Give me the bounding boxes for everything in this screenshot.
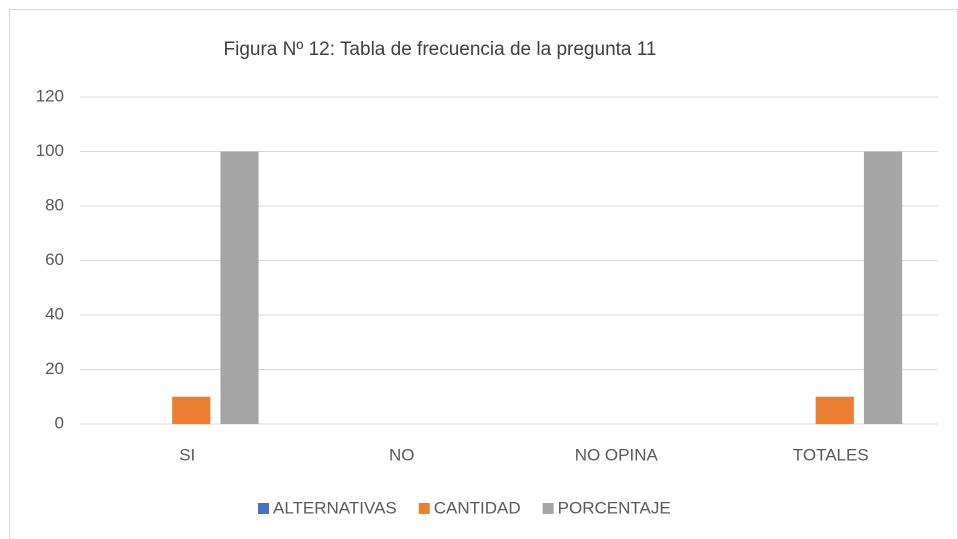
legend-label: ALTERNATIVAS	[273, 498, 397, 517]
x-tick-label: NO OPINA	[575, 445, 659, 464]
y-tick-label: 100	[36, 141, 64, 160]
bar	[220, 151, 259, 424]
legend-swatch	[258, 503, 269, 514]
bar	[863, 151, 903, 424]
y-tick-label: 60	[45, 250, 64, 269]
x-tick-label: SI	[179, 445, 195, 464]
y-tick-label: 80	[45, 195, 64, 214]
y-tick-label: 0	[55, 413, 64, 432]
legend-label: CANTIDAD	[434, 498, 521, 517]
x-tick-label: TOTALES	[793, 445, 869, 464]
chart-title: Figura Nº 12: Tabla de frecuencia de la …	[224, 39, 657, 60]
y-tick-label: 120	[36, 86, 64, 105]
bar	[172, 396, 211, 424]
legend-swatch	[542, 503, 554, 514]
y-tick-label: 20	[45, 359, 64, 378]
bar	[815, 396, 854, 424]
chart-border	[9, 9, 958, 539]
x-tick-label: NO	[389, 445, 415, 464]
y-tick-label: 40	[45, 304, 64, 323]
legend-label: PORCENTAJE	[558, 498, 671, 517]
legend-swatch	[418, 503, 430, 514]
